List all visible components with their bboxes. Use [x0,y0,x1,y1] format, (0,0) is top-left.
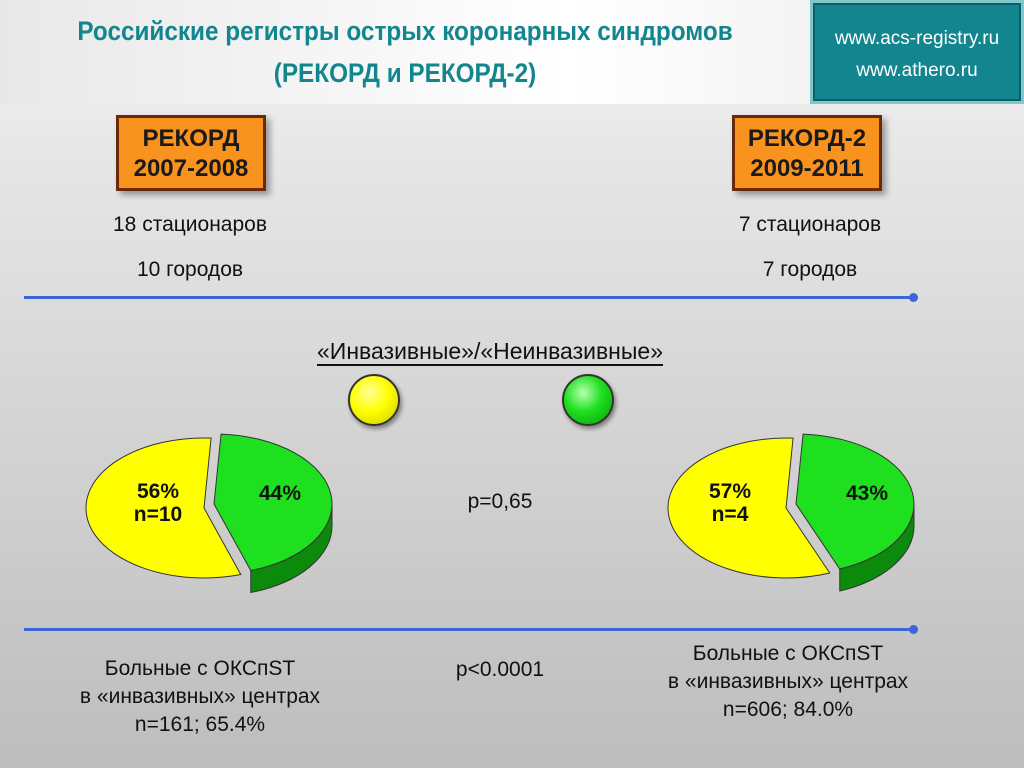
registry-years: 2009-2011 [750,155,864,182]
slice-count: n=10 [133,503,183,526]
pie-chart-record [85,433,333,594]
registry-badge-record-2: РЕКОРД-2 2009-2011 [732,115,882,191]
p-value-centers: p<0.0001 [455,658,545,681]
hospitals-count-record: 18 стационаров [113,213,267,236]
slice-percent: 57% [708,480,752,503]
summary-line-2: в «инвазивных» центрах [79,685,321,708]
slice-percent: 44% [258,482,302,505]
pie-label-invasive-record: 56% n=10 [118,480,198,526]
page-title: Российские регистры острых коронарных си… [41,10,770,94]
divider-top [24,296,914,299]
title-line-1: Российские регистры острых коронарных си… [77,16,733,46]
cities-count-record: 10 городов [136,258,244,281]
pie-slice-non-invasive [795,433,915,570]
bottom-summary-record: Больные с ОКСпST в «инвазивных» центрах … [30,655,370,739]
legend-noninvasive-green-ball [562,374,614,426]
bottom-summary-record-2: Больные с ОКСпST в «инвазивных» центрах … [618,640,958,724]
slice-percent: 43% [845,482,889,505]
pie-slice-invasive [667,437,831,579]
pie-chart-record-2 [667,433,915,592]
summary-line-3: n=161; 65.4% [134,713,266,736]
divider-bottom [24,628,914,631]
cities-count-record-2: 7 городов [762,258,858,281]
title-band [0,0,810,104]
url-box: www.acs-registry.ru www.athero.ru [810,0,1024,104]
divider-bottom-end-dot [909,625,918,634]
slice-percent: 56% [136,480,180,503]
registry-name: РЕКОРД-2 [747,125,867,152]
hospitals-count-record-2: 7 стационаров [738,213,882,236]
url-link-acs-registry[interactable]: www.acs-registry.ru [834,28,1000,49]
url-link-athero[interactable]: www.athero.ru [856,60,978,81]
pie-label-noninvasive-record-2: 43% [832,482,902,505]
registry-years: 2007-2008 [133,155,249,182]
divider-top-end-dot [909,293,918,302]
legend-title: «Инвазивные»/«Неинвазивные» [317,338,663,364]
pie-label-noninvasive-record: 44% [245,482,315,505]
summary-line-2: в «инвазивных» центрах [667,670,909,693]
legend-invasive-yellow-ball [348,374,400,426]
summary-line-3: n=606; 84.0% [722,698,854,721]
pie-slice-invasive [85,437,242,579]
registry-name: РЕКОРД [142,125,240,152]
slice-count: n=4 [711,503,749,526]
summary-line-1: Больные с ОКСпST [104,657,296,680]
pie-label-invasive-record-2: 57% n=4 [690,480,770,526]
registry-badge-record: РЕКОРД 2007-2008 [116,115,266,191]
summary-line-1: Больные с ОКСпST [692,642,884,665]
p-value-pies: p=0,65 [467,490,533,513]
title-line-2: (РЕКОРД и РЕКОРД-2) [273,58,537,88]
pie-slice-non-invasive [213,433,333,572]
